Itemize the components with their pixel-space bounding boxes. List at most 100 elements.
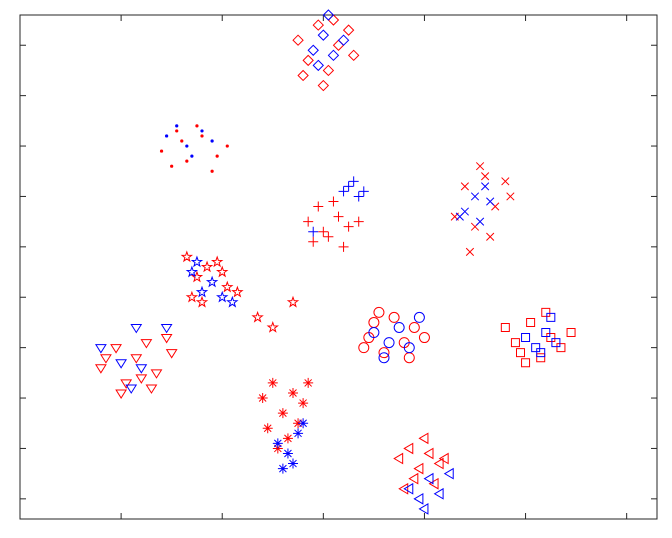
point xyxy=(413,311,425,323)
point xyxy=(546,312,556,322)
point xyxy=(347,49,360,62)
point xyxy=(338,186,349,197)
point xyxy=(418,503,429,515)
point xyxy=(135,364,148,374)
point xyxy=(333,211,344,222)
point xyxy=(303,216,314,227)
point xyxy=(298,398,309,409)
point xyxy=(231,285,244,298)
point xyxy=(317,79,330,92)
point xyxy=(393,321,405,333)
point xyxy=(308,226,319,237)
point xyxy=(353,191,364,202)
point xyxy=(526,317,536,327)
point xyxy=(226,295,239,308)
point xyxy=(313,201,324,212)
point xyxy=(541,328,551,338)
point xyxy=(408,472,419,485)
point xyxy=(486,232,495,241)
point xyxy=(317,29,330,41)
point xyxy=(481,172,490,181)
point xyxy=(501,177,510,186)
point xyxy=(277,463,288,474)
point xyxy=(465,247,475,256)
point xyxy=(556,343,566,353)
point xyxy=(180,139,184,143)
point xyxy=(175,124,179,128)
point xyxy=(418,432,429,445)
point xyxy=(298,418,309,429)
point xyxy=(348,176,359,187)
point xyxy=(175,129,179,133)
point xyxy=(120,379,133,389)
point xyxy=(135,374,148,384)
point xyxy=(546,333,556,343)
point xyxy=(195,124,199,128)
point xyxy=(475,217,485,226)
point xyxy=(486,197,495,206)
point xyxy=(506,192,515,201)
point xyxy=(398,482,409,495)
point xyxy=(308,236,319,247)
point xyxy=(312,19,324,31)
point xyxy=(282,448,293,459)
point xyxy=(318,226,329,237)
point xyxy=(205,275,219,288)
point xyxy=(145,384,158,394)
point xyxy=(210,169,214,173)
point xyxy=(358,186,369,197)
point xyxy=(541,307,551,317)
point xyxy=(328,196,339,207)
point xyxy=(536,353,546,363)
point xyxy=(307,44,319,56)
point xyxy=(481,182,490,191)
point xyxy=(185,144,189,148)
point xyxy=(302,54,314,67)
point xyxy=(293,418,304,429)
point xyxy=(531,343,541,353)
point xyxy=(288,388,298,398)
point xyxy=(423,472,434,485)
point xyxy=(383,337,395,349)
point xyxy=(516,348,525,358)
point xyxy=(443,467,454,480)
point xyxy=(322,9,335,21)
point xyxy=(190,255,204,268)
point xyxy=(216,265,229,278)
point xyxy=(303,377,314,388)
point xyxy=(393,452,404,465)
plot-frame xyxy=(19,14,658,520)
point xyxy=(373,306,385,318)
point xyxy=(140,339,153,349)
point xyxy=(159,149,164,153)
point xyxy=(210,255,224,268)
point xyxy=(160,323,173,334)
point xyxy=(323,231,334,242)
point xyxy=(353,216,364,227)
point xyxy=(257,393,268,404)
point xyxy=(292,34,304,46)
point xyxy=(566,328,576,338)
point xyxy=(536,348,546,358)
point xyxy=(277,408,288,419)
point xyxy=(521,333,531,343)
point xyxy=(115,359,128,369)
point xyxy=(388,311,400,323)
point xyxy=(272,443,283,454)
point xyxy=(403,442,414,455)
point xyxy=(200,134,204,138)
point xyxy=(293,428,304,439)
point xyxy=(510,338,520,348)
point xyxy=(455,212,464,221)
point xyxy=(165,349,178,359)
point xyxy=(251,310,264,323)
point xyxy=(215,154,219,158)
point xyxy=(460,182,469,191)
point xyxy=(130,323,143,334)
point xyxy=(94,344,107,354)
point xyxy=(368,327,380,339)
point xyxy=(423,447,434,460)
point xyxy=(312,59,324,72)
point xyxy=(210,139,214,143)
